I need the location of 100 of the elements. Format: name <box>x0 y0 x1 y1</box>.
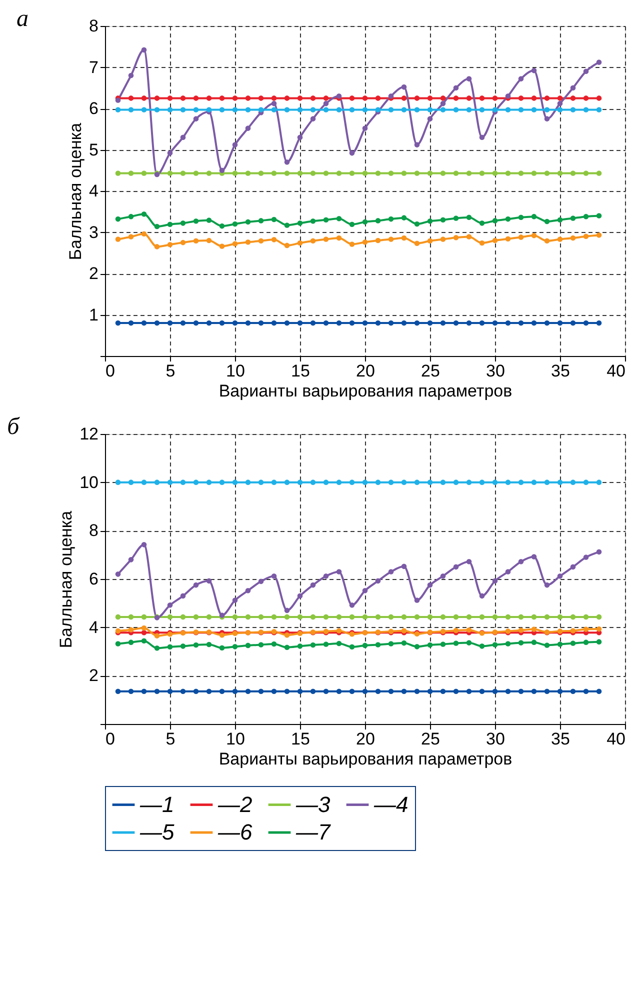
point <box>141 211 147 217</box>
y-tick-label: 3 <box>89 222 98 242</box>
point <box>401 84 407 90</box>
point <box>206 170 212 176</box>
point <box>336 216 342 222</box>
point <box>258 238 264 244</box>
point <box>141 320 147 326</box>
point <box>219 320 225 326</box>
point <box>154 96 160 101</box>
point <box>414 240 420 246</box>
legend-label: —7 <box>295 820 331 844</box>
point <box>466 107 472 112</box>
point <box>544 218 550 224</box>
point <box>336 107 342 112</box>
y-tick-label: 7 <box>89 58 98 77</box>
point <box>271 170 277 176</box>
legend-label: —3 <box>295 792 331 817</box>
legend-label: —5 <box>139 820 175 844</box>
point <box>349 170 355 176</box>
point <box>271 96 277 101</box>
point <box>440 320 446 326</box>
point <box>427 96 433 101</box>
point <box>544 116 550 122</box>
point <box>388 216 394 222</box>
point <box>115 320 121 326</box>
point <box>349 320 355 326</box>
point <box>453 170 459 176</box>
point <box>310 107 316 112</box>
point <box>180 107 186 112</box>
point <box>414 221 420 227</box>
x-tick-label: 15 <box>291 362 310 380</box>
point <box>167 170 173 176</box>
legend-label: —6 <box>217 820 253 844</box>
point <box>297 134 303 140</box>
point <box>206 320 212 326</box>
point <box>167 222 173 228</box>
point <box>544 238 550 244</box>
point <box>310 218 316 224</box>
point <box>336 235 342 241</box>
point <box>375 218 381 224</box>
point <box>596 232 602 238</box>
point <box>232 170 238 176</box>
point <box>271 107 277 112</box>
point <box>583 107 589 112</box>
point <box>245 107 251 112</box>
point <box>336 93 342 99</box>
point <box>128 214 134 220</box>
point <box>596 213 602 218</box>
point <box>583 68 589 74</box>
point <box>479 107 485 112</box>
y-tick-label: 10 <box>80 472 98 492</box>
point <box>206 96 212 101</box>
point <box>271 100 277 106</box>
point <box>362 219 368 225</box>
x-tick-label: 0 <box>106 362 115 380</box>
point <box>453 107 459 112</box>
point <box>518 96 524 101</box>
point <box>531 232 537 238</box>
point <box>323 170 329 176</box>
point <box>167 96 173 101</box>
point <box>570 96 576 101</box>
point <box>479 170 485 176</box>
point <box>557 217 563 223</box>
y-tick-label: 1 <box>89 305 98 324</box>
point <box>518 320 524 326</box>
point <box>232 320 238 326</box>
point <box>284 320 290 326</box>
point <box>245 96 251 101</box>
point <box>557 170 563 176</box>
point <box>219 168 225 174</box>
point <box>440 100 446 106</box>
point <box>531 96 537 101</box>
point <box>401 170 407 176</box>
point <box>583 214 589 220</box>
point <box>557 96 563 101</box>
point <box>492 238 498 244</box>
point <box>427 238 433 244</box>
point <box>362 240 368 245</box>
point <box>154 244 160 250</box>
point <box>375 320 381 326</box>
y-axis-title: Балльная оценка <box>56 510 76 648</box>
point <box>232 221 238 227</box>
point <box>193 96 199 101</box>
point <box>349 242 355 247</box>
y-tick-label: 2 <box>89 264 98 283</box>
point <box>440 96 446 101</box>
point <box>531 107 537 112</box>
point <box>414 96 420 101</box>
point <box>115 170 121 176</box>
point <box>596 170 602 176</box>
point <box>284 96 290 101</box>
point <box>388 236 394 242</box>
point <box>245 320 251 326</box>
point <box>570 235 576 241</box>
point <box>453 85 459 91</box>
point <box>414 107 420 112</box>
x-tick-label: 20 <box>356 730 375 748</box>
point <box>466 214 472 220</box>
point <box>323 320 329 326</box>
point <box>375 96 381 101</box>
